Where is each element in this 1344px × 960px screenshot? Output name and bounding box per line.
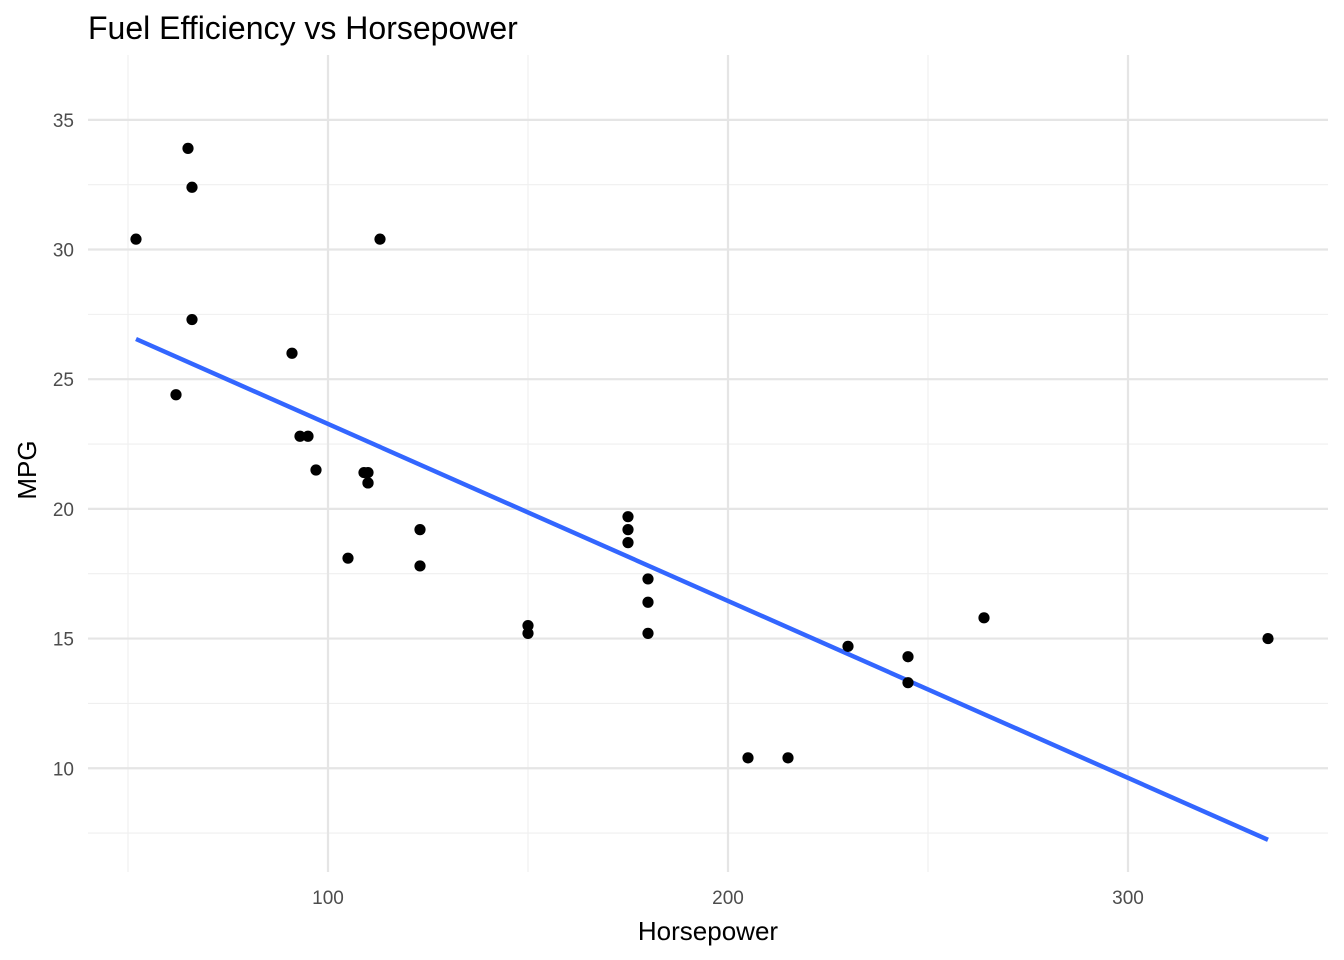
data-point <box>642 627 654 639</box>
data-point <box>622 511 634 523</box>
y-tick-label: 10 <box>53 759 74 780</box>
trend-line <box>135 336 1269 842</box>
data-point <box>522 620 534 632</box>
major-gridlines <box>88 55 1328 872</box>
data-point <box>186 313 198 326</box>
x-tick-label: 100 <box>312 888 344 909</box>
data-point <box>130 233 142 245</box>
data-point <box>622 537 634 549</box>
trend-line-layer <box>135 336 1269 842</box>
data-point <box>742 752 754 764</box>
y-tick-label: 15 <box>53 630 74 651</box>
x-tick-label: 200 <box>712 888 744 909</box>
data-point <box>310 464 322 476</box>
x-axis-title: Horsepower <box>638 916 779 946</box>
data-point <box>642 573 654 585</box>
minor-gridlines <box>88 55 1328 872</box>
x-tick-label: 300 <box>1112 888 1144 909</box>
data-point <box>622 524 634 536</box>
data-point <box>362 477 374 489</box>
data-point <box>902 651 914 663</box>
data-point <box>902 677 914 689</box>
data-point <box>414 524 426 536</box>
tick-labels: 100 200 300 10 15 20 25 30 35 <box>53 111 1144 909</box>
data-point <box>842 640 854 652</box>
data-point <box>414 560 426 572</box>
y-tick-label: 25 <box>53 370 74 391</box>
data-point <box>186 181 198 193</box>
data-point <box>1262 632 1274 645</box>
y-axis-title: MPG <box>12 440 42 499</box>
data-point <box>182 142 194 154</box>
chart-title: Fuel Efficiency vs Horsepower <box>88 10 518 46</box>
data-point <box>358 466 370 479</box>
data-point <box>374 233 386 245</box>
data-point <box>302 430 314 442</box>
data-point <box>294 430 306 442</box>
y-tick-label: 35 <box>53 111 74 132</box>
data-point <box>782 752 794 764</box>
data-point <box>522 627 534 639</box>
y-tick-label: 30 <box>53 241 74 262</box>
y-tick-label: 20 <box>53 500 74 521</box>
data-point <box>170 389 182 401</box>
data-point <box>978 612 990 624</box>
data-point <box>342 552 354 564</box>
data-points <box>130 142 1274 764</box>
data-point <box>642 596 654 608</box>
data-point <box>286 347 298 359</box>
